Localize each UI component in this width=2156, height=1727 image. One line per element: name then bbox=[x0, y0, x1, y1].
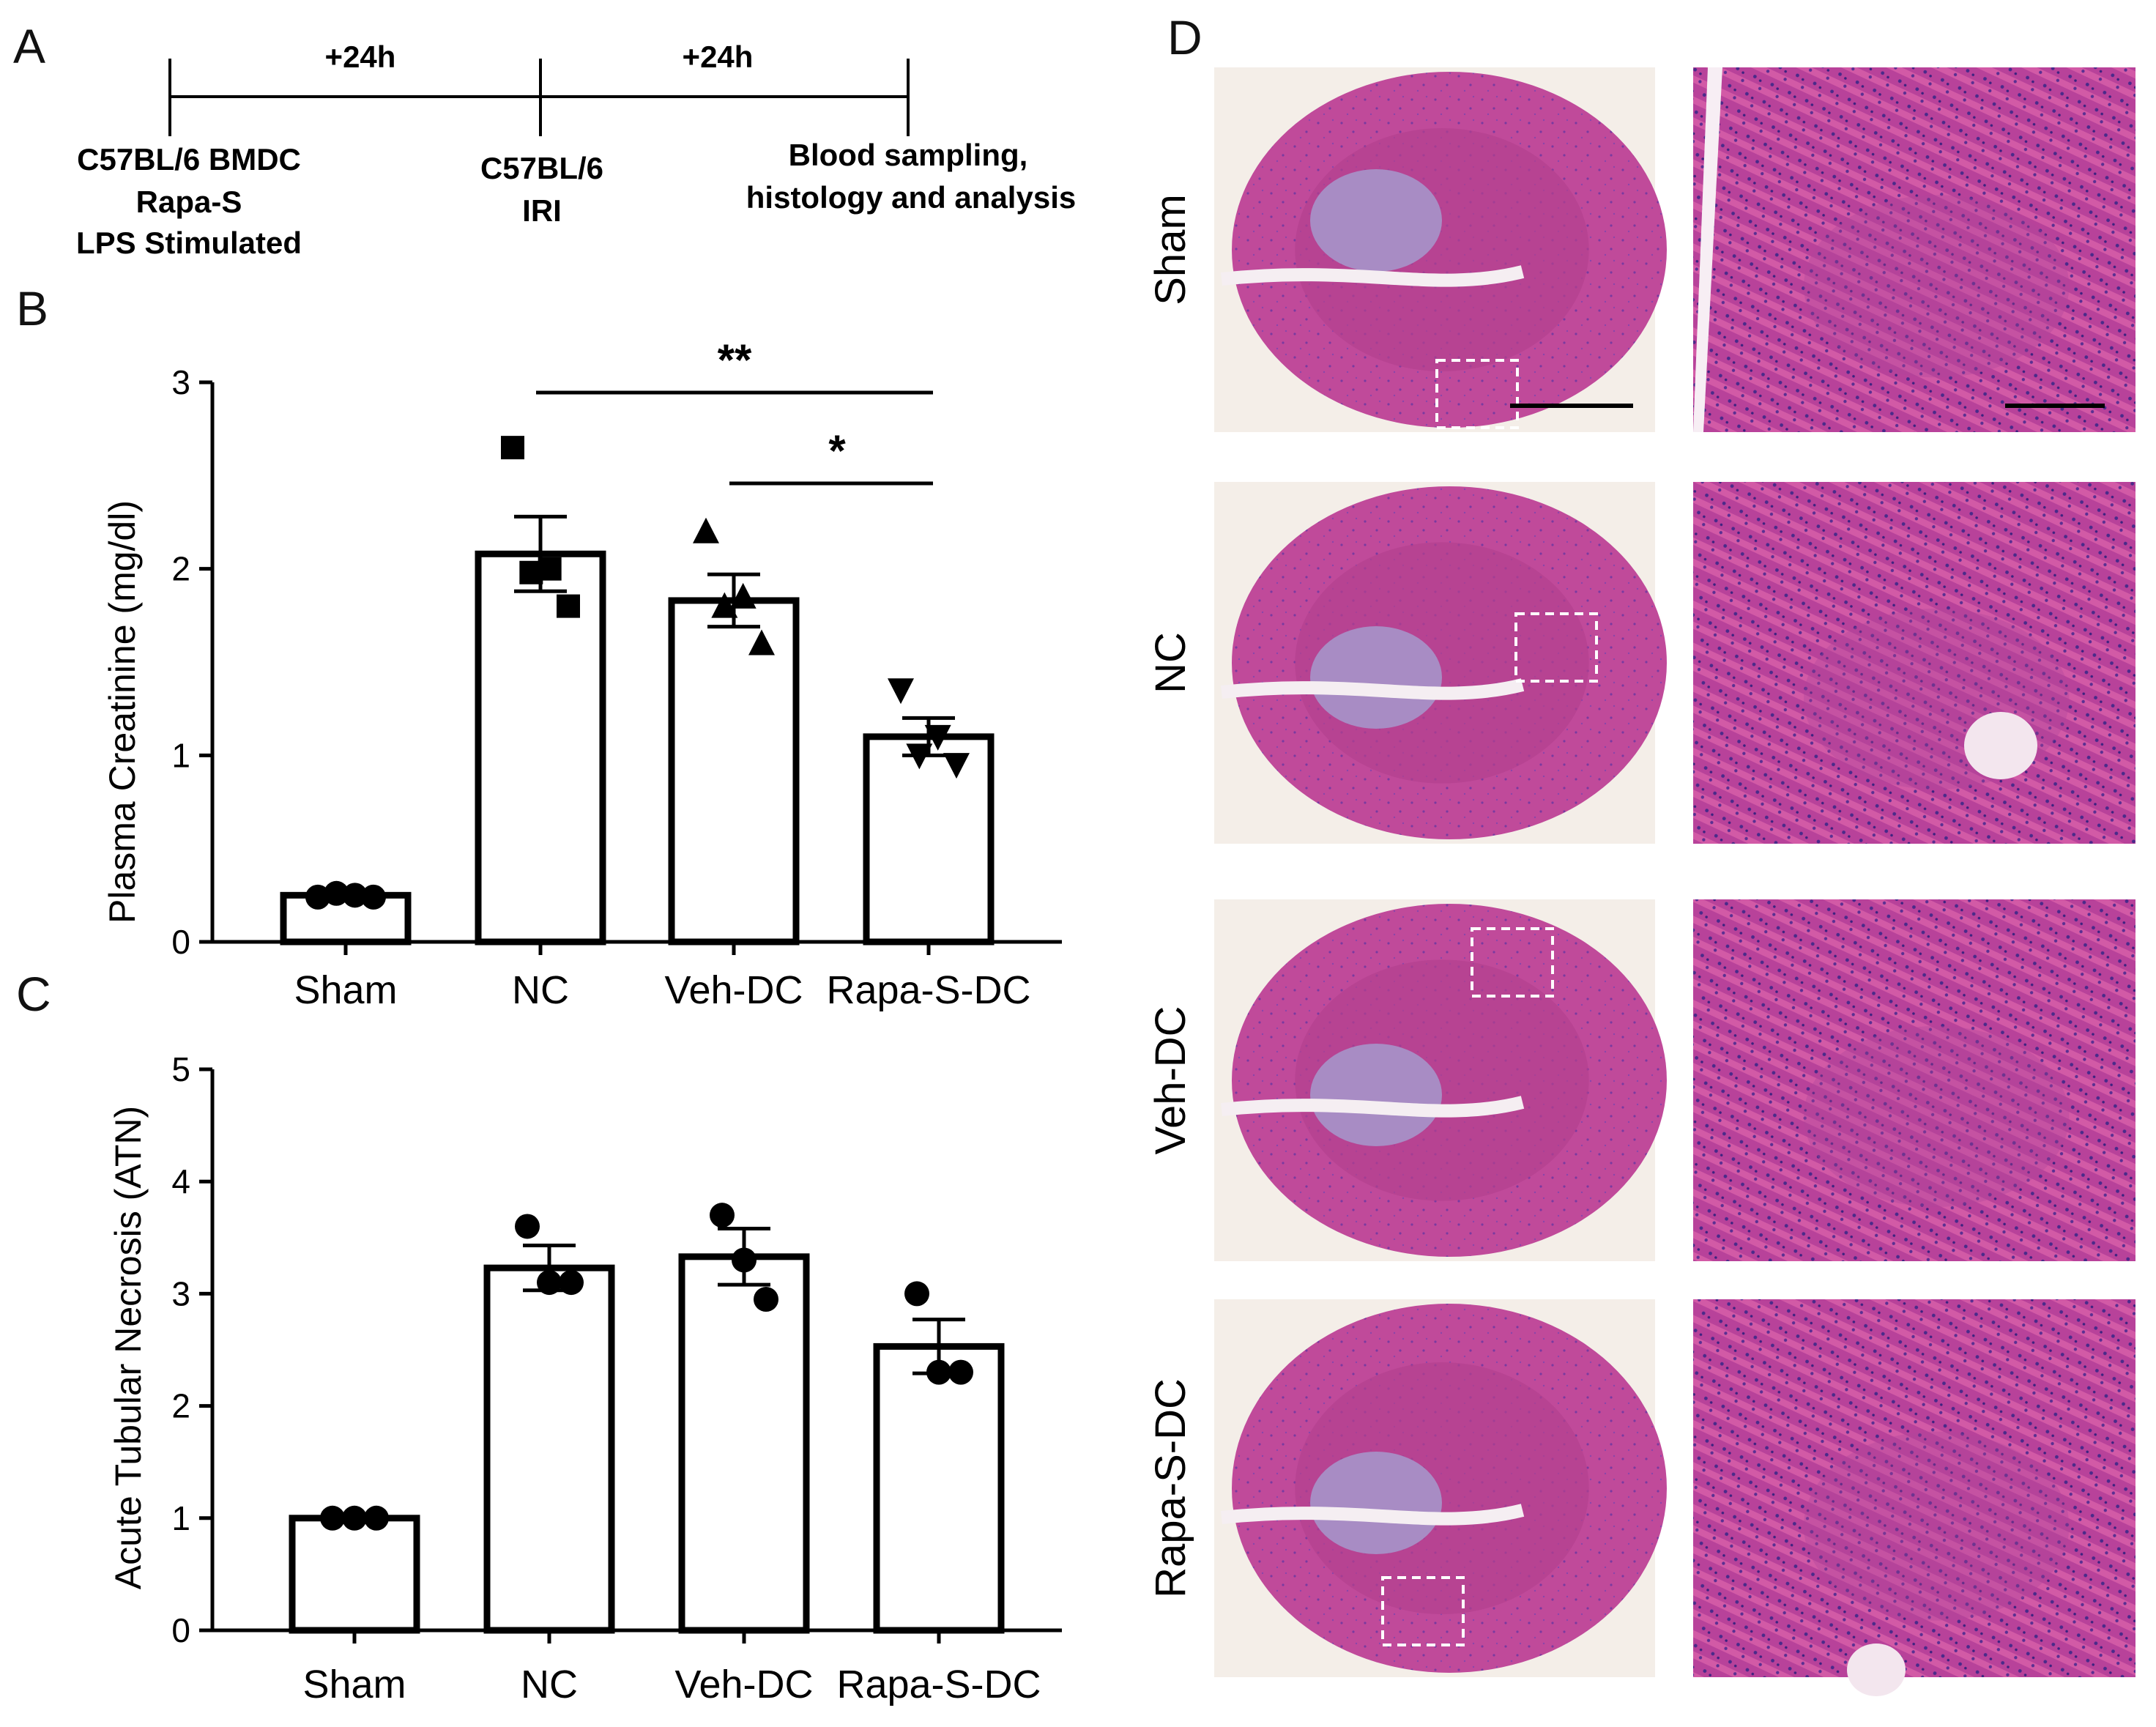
timeline-step-1-line-3: LPS Stimulated bbox=[76, 226, 302, 260]
data-point bbox=[732, 1247, 757, 1273]
timeline-step-2-line-1: C57BL/6 bbox=[480, 151, 603, 185]
chart-acute-tubular-necrosis: C Acute Tubular Necrosis (ATN) 0 1 2 3 4 5 Sha… bbox=[16, 967, 1062, 1706]
category-label: Veh-DC bbox=[664, 968, 803, 1012]
kidney-papilla bbox=[1310, 1044, 1442, 1146]
panel-letter-b: B bbox=[16, 281, 48, 335]
data-point bbox=[559, 1270, 584, 1296]
data-point bbox=[342, 1505, 367, 1531]
data-point bbox=[515, 1214, 540, 1239]
y-tick-label: 2 bbox=[171, 1387, 190, 1425]
panel-letter-d: D bbox=[1167, 10, 1202, 64]
histology-zoom-field bbox=[1693, 482, 2135, 844]
data-point bbox=[888, 678, 914, 705]
y-tick-label: 5 bbox=[171, 1050, 190, 1088]
timeline-step-3-line-1: Blood sampling, bbox=[789, 138, 1028, 172]
data-point bbox=[537, 1270, 562, 1296]
data-point bbox=[324, 880, 349, 906]
category-label: NC bbox=[521, 1663, 578, 1706]
data-point bbox=[711, 592, 738, 618]
histology-zoom-field bbox=[1693, 1299, 2135, 1677]
data-point bbox=[342, 883, 368, 908]
bar bbox=[668, 597, 800, 946]
zoom-tissue-region bbox=[1804, 1025, 2070, 1207]
tissue-gap bbox=[1847, 1644, 1906, 1696]
bar bbox=[873, 1342, 1005, 1634]
y-axis-title: Plasma Creatinine (mg/dl) bbox=[102, 500, 143, 924]
data-point bbox=[710, 1203, 735, 1228]
timeline-interval-1: +24h bbox=[325, 40, 396, 74]
timeline-interval-2: +24h bbox=[683, 40, 754, 74]
timeline-step-1-line-1: C57BL/6 BMDC bbox=[77, 142, 301, 177]
histology-row-label: Sham bbox=[1147, 194, 1194, 305]
data-point bbox=[693, 517, 719, 543]
histology-zoom-field bbox=[1693, 67, 2135, 432]
panel-d-histology: D Sham NC Veh-DC Rapa-S-DC bbox=[1147, 10, 2135, 1696]
data-point bbox=[501, 436, 524, 460]
histology-row-label: NC bbox=[1147, 632, 1194, 694]
y-tick-label: 4 bbox=[171, 1162, 190, 1200]
significance-label: * bbox=[828, 426, 846, 475]
bar bbox=[678, 1253, 810, 1634]
data-point bbox=[320, 1505, 345, 1531]
kidney-pelvis bbox=[1221, 265, 1525, 287]
bar bbox=[863, 733, 995, 946]
data-point bbox=[924, 724, 951, 751]
histology-row-label: Rapa-S-DC bbox=[1147, 1378, 1194, 1598]
y-tick-label: 3 bbox=[171, 363, 190, 401]
panel-a-timeline: A +24h +24h C57BL/6 BMDC Rapa-S LPS Stim… bbox=[13, 19, 1076, 260]
timeline-step-3-line-2: histology and analysis bbox=[746, 180, 1076, 215]
category-label: Rapa-S-DC bbox=[826, 968, 1030, 1012]
bar bbox=[289, 1515, 420, 1634]
y-tick-label: 0 bbox=[171, 1611, 190, 1649]
y-tick-label: 3 bbox=[171, 1274, 190, 1312]
kidney-pelvis bbox=[1221, 678, 1525, 700]
histology-row-label: Veh-DC bbox=[1147, 1006, 1194, 1154]
category-label: NC bbox=[512, 968, 569, 1012]
data-point bbox=[948, 1359, 973, 1385]
tubule-lumen bbox=[1964, 712, 2037, 779]
significance-label: ** bbox=[718, 335, 752, 385]
data-point bbox=[364, 1505, 389, 1531]
chart-plasma-creatinine: B Plasma Creatinine (mg/dl) 0 1 2 3 Sham NC Ve… bbox=[16, 281, 1062, 1012]
y-tick-label: 1 bbox=[171, 1499, 190, 1537]
data-point bbox=[926, 1359, 951, 1385]
data-point bbox=[906, 743, 933, 770]
data-point bbox=[943, 753, 970, 779]
category-label: Veh-DC bbox=[674, 1663, 813, 1706]
zoom-tissue-region bbox=[1804, 1431, 2070, 1621]
data-point bbox=[305, 884, 330, 910]
data-point bbox=[361, 884, 386, 910]
timeline-step-2-line-2: IRI bbox=[522, 193, 562, 228]
y-tick-label: 1 bbox=[171, 736, 190, 774]
data-point bbox=[557, 594, 580, 618]
bar bbox=[483, 1264, 615, 1634]
panel-letter-c: C bbox=[16, 967, 51, 1021]
histology-zoom-field bbox=[1693, 899, 2135, 1261]
category-label: Sham bbox=[302, 1663, 406, 1706]
bar bbox=[475, 550, 606, 946]
kidney-papilla bbox=[1310, 169, 1442, 272]
data-point bbox=[904, 1281, 929, 1307]
kidney-pelvis bbox=[1221, 1504, 1525, 1526]
data-point bbox=[754, 1287, 778, 1312]
data-point bbox=[748, 629, 775, 655]
data-point bbox=[729, 582, 757, 609]
y-tick-label: 2 bbox=[171, 550, 190, 588]
timeline-step-1-line-2: Rapa-S bbox=[136, 185, 242, 219]
kidney-papilla bbox=[1310, 1452, 1442, 1554]
category-label: Sham bbox=[294, 968, 397, 1012]
kidney-pelvis bbox=[1221, 1096, 1525, 1118]
y-axis-title: Acute Tubular Necrosis (ATN) bbox=[108, 1106, 149, 1589]
zoom-tissue-region bbox=[1804, 195, 2070, 378]
data-point bbox=[538, 557, 562, 581]
kidney-papilla bbox=[1310, 626, 1442, 729]
category-label: Rapa-S-DC bbox=[836, 1663, 1041, 1706]
panel-letter-a: A bbox=[13, 19, 45, 73]
y-tick-label: 0 bbox=[171, 923, 190, 961]
tissue-gap bbox=[1693, 67, 1722, 432]
